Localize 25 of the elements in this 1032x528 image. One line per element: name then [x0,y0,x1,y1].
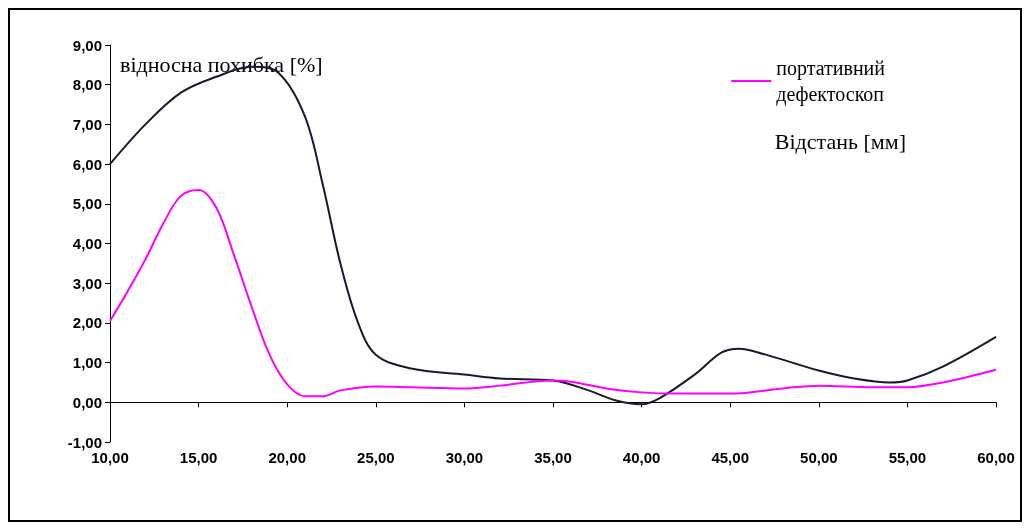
y-tick-label: 1,00 [72,354,102,372]
x-tick-label: 20,00 [268,449,306,466]
y-tick-label: 3,00 [72,274,102,292]
y-tick-label: 5,00 [72,195,102,213]
y-tick-label: 4,00 [72,235,102,252]
y-tick-label: 8,00 [72,76,102,94]
x-tick-label: 15,00 [179,449,218,466]
x-tick-label: 25,00 [357,449,395,466]
x-tick-label: 45,00 [711,449,749,466]
y-tick-label: 2,00 [72,314,102,332]
x-tick-label: 10,00 [91,449,129,466]
x-tick-label: 35,00 [534,449,572,466]
legend-label: портативний дефектоскоп [776,57,886,106]
y-tick-label: 0,00 [72,393,102,411]
line-series [109,188,997,398]
y-tick-label: -1,00 [67,433,102,451]
y-tick-label: 9,00 [72,36,102,54]
x-tick-label: 55,00 [888,449,927,466]
y-tick-label: 7,00 [72,115,102,133]
x-tick-label: 40,00 [622,449,661,466]
x-axis-title: Відстань [мм] [774,128,906,154]
x-tick-label: 30,00 [445,449,484,466]
y-tick-label: 6,00 [72,155,102,173]
x-tick-label: 60,00 [977,449,1015,466]
x-tick-label: 50,00 [800,449,838,466]
